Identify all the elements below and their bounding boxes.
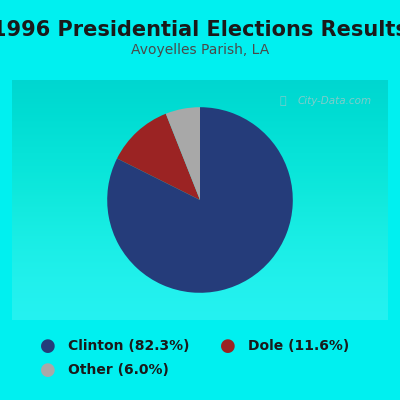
Text: Avoyelles Parish, LA: Avoyelles Parish, LA [131,43,269,57]
Text: Other (6.0%): Other (6.0%) [68,363,169,377]
Wedge shape [107,107,293,293]
Text: ●: ● [40,361,56,379]
Text: 1996 Presidential Elections Results: 1996 Presidential Elections Results [0,20,400,40]
Text: Dole (11.6%): Dole (11.6%) [248,339,349,353]
Text: ⓘ: ⓘ [280,96,287,106]
Text: ●: ● [220,337,236,355]
Text: ●: ● [40,337,56,355]
Text: Clinton (82.3%): Clinton (82.3%) [68,339,190,353]
Wedge shape [166,107,200,200]
Text: City-Data.com: City-Data.com [298,96,372,106]
Wedge shape [117,114,200,200]
